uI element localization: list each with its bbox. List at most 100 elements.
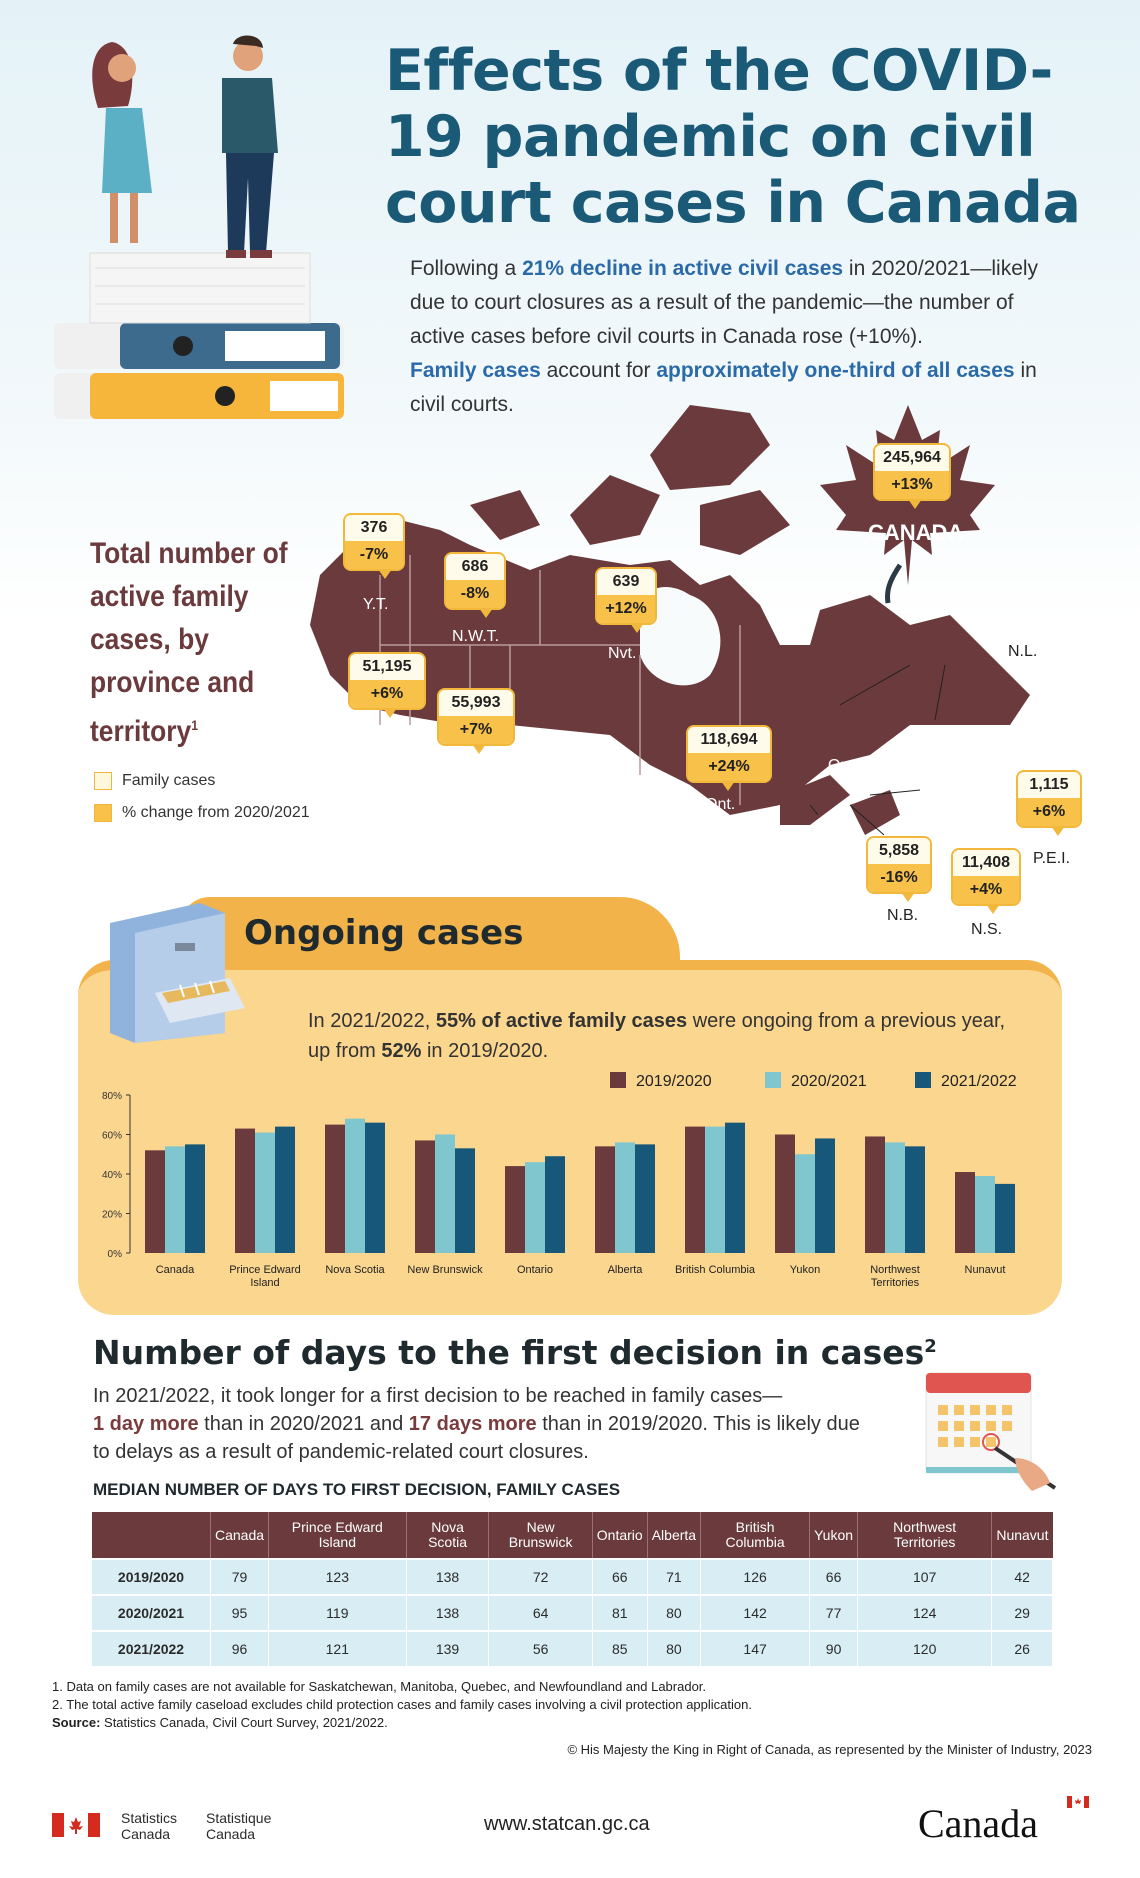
- callout-nunavut: 639 +12%: [595, 567, 657, 633]
- x-tick-label: British Columbia: [675, 1264, 756, 1276]
- callout-ns: 11,408 +4%: [951, 848, 1021, 914]
- label-ontario: Ont.: [705, 796, 736, 813]
- table-cell: 85: [592, 1630, 648, 1666]
- bar: [865, 1136, 885, 1253]
- x-tick-label: Island: [250, 1277, 279, 1289]
- callout-ontario: 118,694 +24%: [686, 725, 772, 791]
- table-cell: 29: [991, 1594, 1053, 1631]
- label-manitoba: Man.: [595, 750, 631, 767]
- days-title: Number of days to the first decision in …: [93, 1333, 937, 1372]
- table-title: MEDIAN NUMBER OF DAYS TO FIRST DECISION,…: [93, 1480, 621, 1499]
- x-tick-label: Territories: [871, 1277, 920, 1289]
- bar: [615, 1142, 635, 1253]
- wordmark-flag-icon: [1067, 1796, 1089, 1808]
- y-tick-label: 80%: [102, 1091, 122, 1102]
- calendar-icon: [925, 1372, 1057, 1491]
- map-section-title: Total number of active family cases, by …: [90, 537, 288, 748]
- intro-text: Following a 21% decline in active civil …: [410, 257, 1039, 416]
- table-cell: 138: [406, 1558, 490, 1595]
- table-cell: 66: [592, 1558, 648, 1595]
- footnotes: 1. Data on family cases are not availabl…: [52, 1678, 1092, 1732]
- row-label: 2021/2022: [92, 1630, 211, 1666]
- callout-canada: 245,964 +13%: [873, 443, 951, 509]
- x-tick-label: Northwest: [870, 1264, 920, 1276]
- table-header: Ontario: [592, 1512, 648, 1559]
- website-link[interactable]: www.statcan.gc.ca: [484, 1813, 650, 1835]
- label-alberta: Alta.: [453, 767, 486, 784]
- bar: [345, 1118, 365, 1253]
- bar: [955, 1172, 975, 1253]
- statcan-fr: Statistique Canada: [206, 1810, 272, 1842]
- table-header: Yukon: [809, 1512, 859, 1559]
- ongoing-bar-chart: 2019/2020 2020/2021 2021/2022 0% 20% 40% 60% 80…: [102, 1072, 1017, 1289]
- label-nunavut: Nvt.: [608, 645, 637, 662]
- callout-pei: 1,115 +6%: [1016, 770, 1082, 836]
- page-title: Effects of the COVID-19 pandemic on civi…: [385, 38, 1081, 236]
- table-cell: 120: [857, 1630, 993, 1666]
- people-on-files-illustration: [54, 35, 344, 419]
- table-cell: 126: [700, 1558, 811, 1595]
- legend-swatch: [94, 772, 112, 790]
- days-text: In 2021/2022, it took longer for a first…: [93, 1385, 860, 1463]
- row-label: 2019/2020: [92, 1558, 211, 1595]
- bar: [185, 1144, 205, 1253]
- label-nwt: N.W.T.: [452, 628, 500, 645]
- table-cell: 124: [857, 1594, 993, 1631]
- table-cell: 107: [857, 1558, 993, 1595]
- table-cell: 138: [406, 1594, 490, 1631]
- bar: [255, 1132, 275, 1253]
- table-cell: 147: [700, 1630, 811, 1666]
- callout-nwt: 686 -8%: [444, 552, 506, 618]
- x-tick-label: Prince Edward: [229, 1264, 301, 1276]
- y-tick-label: 40%: [102, 1170, 122, 1181]
- table-cell: 79: [210, 1558, 270, 1595]
- bar: [235, 1128, 255, 1253]
- legend-swatch: [610, 1072, 626, 1088]
- table-cell: 95: [210, 1594, 270, 1631]
- legend-label: 2020/2021: [791, 1073, 867, 1090]
- map-legend: Family cases % change from 2020/2021: [94, 772, 310, 822]
- row-label: 2020/2021: [92, 1594, 211, 1631]
- table-cell: 121: [268, 1630, 407, 1666]
- bar: [685, 1126, 705, 1253]
- bar: [435, 1134, 455, 1253]
- table-header: Northwest Territories: [857, 1512, 993, 1559]
- table-cell: 71: [647, 1558, 702, 1595]
- label-pei: P.E.I.: [1033, 850, 1071, 867]
- bar: [975, 1175, 995, 1253]
- table-cell: 119: [268, 1594, 407, 1631]
- bar: [365, 1122, 385, 1253]
- callout-nb: 5,858 -16%: [866, 836, 932, 902]
- table-header: British Columbia: [700, 1512, 811, 1559]
- table-cell: 26: [991, 1630, 1053, 1666]
- statcan-en: Statistics Canada: [121, 1810, 178, 1842]
- x-tick-label: New Brunswick: [407, 1264, 483, 1276]
- y-tick-label: 20%: [102, 1210, 122, 1221]
- bar: [705, 1126, 725, 1253]
- table-cell: 80: [647, 1594, 702, 1631]
- days-table: Canada Prince Edward Island Nova Scotia …: [92, 1512, 1053, 1666]
- bar: [815, 1138, 835, 1253]
- table-cell: 64: [488, 1594, 593, 1631]
- table-cell: 123: [268, 1558, 407, 1595]
- table-header: Alberta: [647, 1512, 702, 1559]
- legend-label: 2021/2022: [941, 1073, 1017, 1090]
- table-header-row: Canada Prince Edward Island Nova Scotia …: [92, 1512, 1053, 1559]
- x-tick-label: Canada: [156, 1264, 195, 1276]
- x-tick-label: Yukon: [790, 1264, 821, 1276]
- table-cell: 42: [991, 1558, 1053, 1595]
- filing-cabinet-icon: [110, 903, 245, 1043]
- bar: [595, 1146, 615, 1253]
- bar: [145, 1150, 165, 1253]
- table-cell: 81: [592, 1594, 648, 1631]
- legend-swatch: [915, 1072, 931, 1088]
- table-cell: 72: [488, 1558, 593, 1595]
- footnote-1: 1. Data on family cases are not availabl…: [52, 1679, 707, 1694]
- footnote-2: 2. The total active family caseload excl…: [52, 1697, 752, 1712]
- table-row: 2020/2021 95 119 138 64 81 80 142 77 124…: [92, 1594, 1053, 1631]
- table-cell: 66: [809, 1558, 859, 1595]
- bar: [165, 1146, 185, 1253]
- bar: [775, 1134, 795, 1253]
- label-quebec: Que.: [828, 757, 863, 774]
- table-cell: 77: [809, 1594, 859, 1631]
